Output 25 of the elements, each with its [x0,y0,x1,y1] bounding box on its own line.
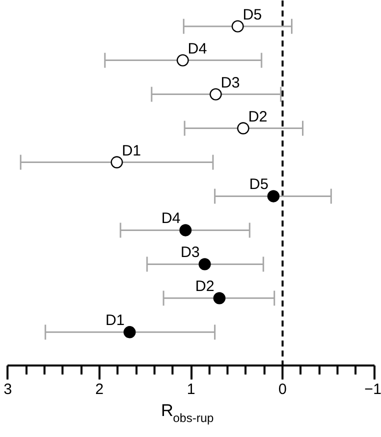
x-tick-label: 0 [278,381,287,398]
x-tick-label: 1 [186,381,196,398]
data-label: D4 [161,210,181,228]
point [198,258,211,270]
point [124,326,136,338]
point [110,156,123,168]
x-tick-label: 2 [95,381,104,398]
point [176,54,189,66]
data-label: D4 [188,40,207,58]
point [267,190,280,202]
data-label: D3 [180,244,200,262]
data-label: D2 [248,108,268,126]
x-tick-label: −1 [364,381,381,398]
point [179,224,192,236]
point [237,122,250,134]
point [213,292,226,304]
data-label: D1 [122,142,141,160]
x-tick-label: 3 [4,381,12,398]
data-label: D5 [249,176,268,194]
point [232,20,244,32]
data-label: D3 [220,74,240,92]
data-label: D2 [195,278,214,296]
point [210,88,222,100]
data-label: D5 [242,6,262,24]
data-label: D1 [105,312,125,330]
